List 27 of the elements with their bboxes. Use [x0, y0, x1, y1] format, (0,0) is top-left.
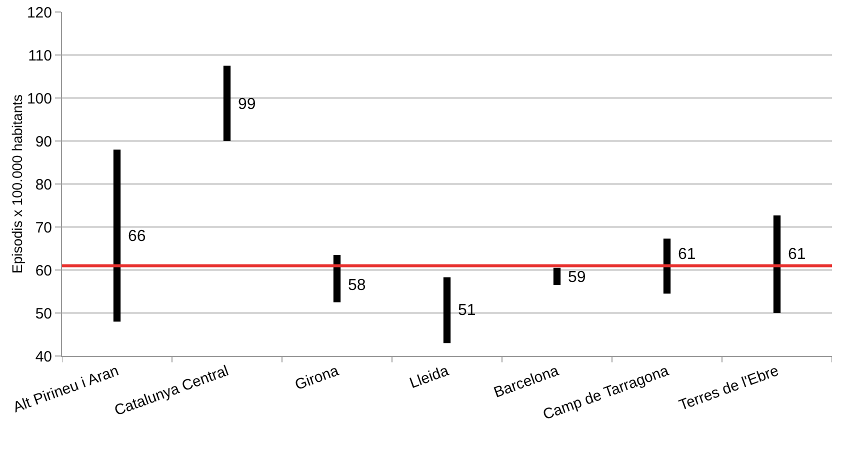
y-tick-label: 40: [35, 348, 52, 366]
y-tick-label: 90: [35, 133, 52, 150]
y-axis-title: Episodis x 100.000 habitants: [8, 94, 25, 274]
bar: [223, 66, 231, 141]
annotation: 58: [348, 277, 366, 294]
y-tick-label: 120: [26, 4, 52, 22]
y-tick-label: 80: [35, 176, 52, 194]
annotation: 99: [238, 96, 256, 113]
y-tick-label: 70: [35, 219, 52, 236]
annotation: 59: [568, 269, 586, 286]
bar: [113, 150, 121, 322]
x-tick-label: Terres de l'Ebre: [676, 362, 781, 414]
y-tick-label: 60: [35, 262, 52, 280]
bar: [333, 254, 341, 302]
y-tick-label: 50: [35, 305, 52, 322]
y-tick-label: 100: [26, 90, 52, 108]
bar: [773, 215, 781, 313]
x-tick-label: Girona: [292, 362, 342, 394]
bar: [553, 268, 561, 286]
bar: [443, 277, 451, 344]
bar: [663, 238, 671, 294]
x-tick-label: Lleida: [407, 362, 452, 392]
y-tick-label: 110: [28, 47, 52, 64]
annotation: 61: [678, 246, 696, 263]
annotation: 66: [128, 228, 146, 245]
annotation: 51: [458, 302, 476, 319]
annotation: 61: [788, 246, 806, 263]
